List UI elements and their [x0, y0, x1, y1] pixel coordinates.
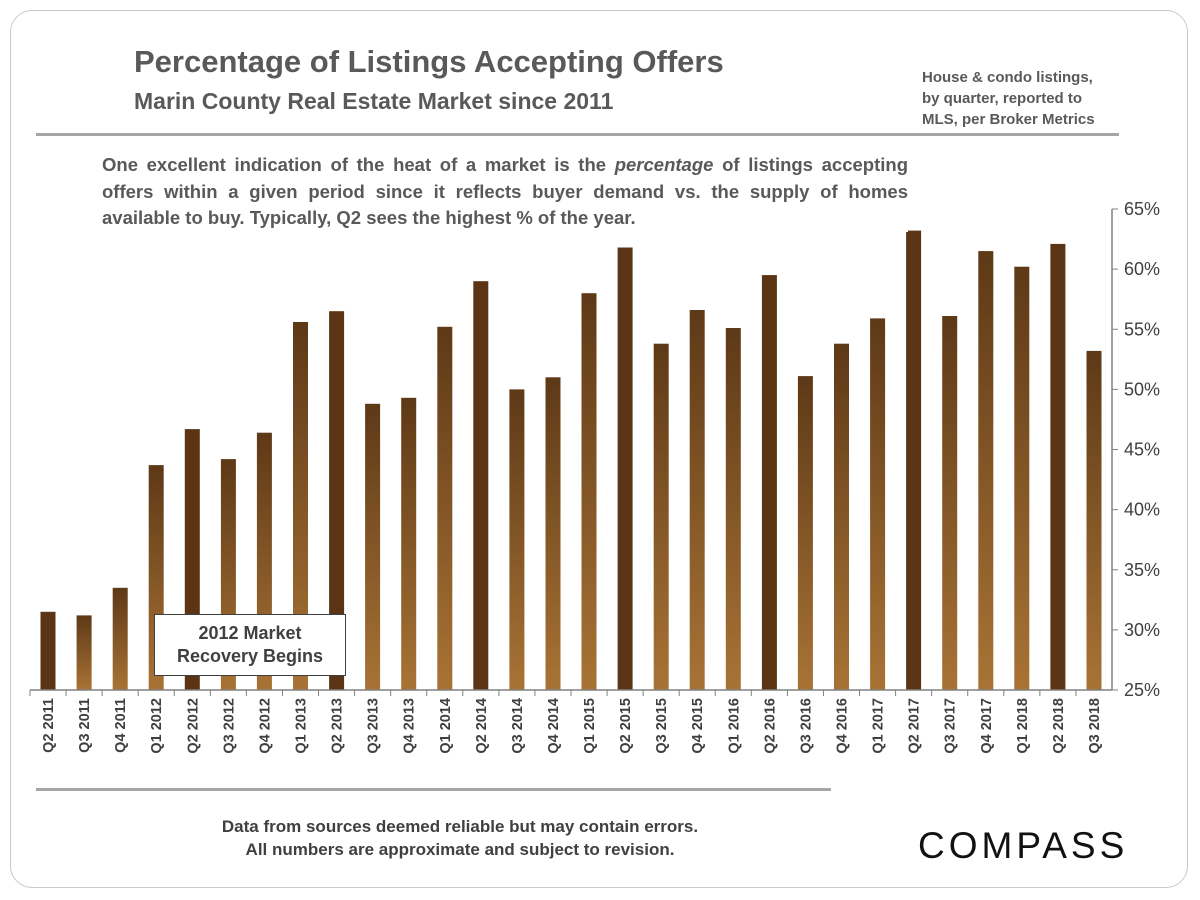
x-tick-label: Q2 2018 [1051, 698, 1067, 754]
y-axis: 25% 30% 35% 40% 45% 50% 55% 60% 65% [1111, 199, 1160, 700]
x-tick-label: Q4 2013 [402, 698, 418, 754]
description-emphasis: percentage [614, 154, 714, 175]
bar [689, 310, 705, 690]
x-tick-label: Q2 2015 [618, 698, 634, 754]
x-tick-label: Q2 2016 [762, 698, 778, 754]
bar [1086, 350, 1102, 690]
bar [725, 328, 741, 690]
x-tick-label: Q1 2015 [582, 698, 598, 754]
slide-frame [10, 10, 1188, 888]
x-tick-label: Q2 2011 [41, 698, 57, 753]
x-tick-label: Q3 2015 [654, 698, 670, 754]
chart-description: One excellent indication of the heat of … [102, 152, 908, 232]
x-axis: Q2 2011 Q3 2011 Q4 2011 Q1 2012 Q2 2012 Q3 20… [29, 689, 1112, 754]
x-tick-label: Q1 2018 [1015, 698, 1031, 754]
bar [365, 403, 381, 690]
x-tick-label: Q2 2013 [330, 698, 346, 754]
bar [761, 275, 777, 690]
source-note-line: by quarter, reported to [922, 90, 1083, 107]
annotation-line: Recovery Begins [176, 646, 324, 666]
source-note-line: House & condo listings, [922, 69, 1093, 86]
chart-title: Percentage of Listings Accepting Offers [134, 44, 724, 79]
bar [906, 230, 922, 690]
bar [545, 377, 561, 690]
source-note-line: MLS, per Broker Metrics [922, 111, 1095, 128]
x-tick-label: Q1 2017 [871, 698, 887, 754]
bar [653, 343, 669, 690]
x-tick-label: Q3 2011 [77, 698, 93, 753]
annotation-line: 2012 Market [198, 623, 302, 643]
x-tick-label: Q3 2014 [510, 698, 526, 754]
y-tick-label: 45% [1124, 440, 1160, 460]
compass-logo-text: COMPASS [918, 825, 1128, 866]
footer-divider [36, 788, 831, 791]
x-tick-label: Q4 2012 [257, 698, 273, 754]
bar [978, 251, 994, 690]
x-tick-label: Q2 2014 [474, 698, 490, 754]
x-tick-label: Q4 2014 [546, 698, 562, 754]
bar [581, 293, 597, 690]
y-tick-label: 35% [1124, 560, 1160, 580]
x-tick-label: Q1 2014 [438, 698, 454, 754]
bar [473, 281, 489, 690]
disclaimer: Data from sources deemed reliable but ma… [160, 815, 760, 861]
x-tick-label: Q3 2016 [798, 698, 814, 754]
x-tick-label: Q3 2017 [943, 698, 959, 754]
x-tick-label: Q1 2012 [149, 698, 165, 754]
bar [834, 343, 849, 690]
source-note: House & condo listings, by quarter, repo… [922, 67, 1122, 130]
x-tick-label: Q4 2015 [690, 698, 706, 754]
x-tick-label: Q4 2017 [979, 698, 995, 754]
y-tick-label: 25% [1124, 680, 1160, 700]
y-tick-label: 55% [1124, 319, 1160, 339]
disclaimer-line: All numbers are approximate and subject … [245, 840, 675, 859]
x-tick-label: Q2 2017 [907, 698, 923, 754]
bar [112, 587, 128, 690]
bar [617, 247, 633, 690]
x-tick-label: Q3 2013 [366, 698, 382, 754]
y-tick-label: 50% [1124, 379, 1160, 399]
x-tick-label: Q1 2016 [726, 698, 742, 754]
x-tick-label: Q2 2012 [185, 698, 201, 754]
bar [40, 611, 56, 690]
y-tick-label: 60% [1124, 259, 1160, 279]
bar [870, 318, 886, 690]
bar [797, 376, 813, 690]
bar [1014, 266, 1030, 690]
x-tick-label: Q3 2018 [1087, 698, 1103, 754]
header-divider [36, 133, 1119, 136]
description-text: One excellent indication of the heat of … [102, 154, 615, 175]
bar [509, 389, 525, 690]
bar [401, 397, 417, 690]
disclaimer-line: Data from sources deemed reliable but ma… [221, 817, 699, 836]
x-tick-label: Q4 2011 [113, 698, 129, 753]
y-tick-label: 40% [1124, 500, 1160, 520]
y-tick-label: 65% [1124, 199, 1160, 219]
x-tick-label: Q3 2012 [221, 698, 237, 754]
compass-logo: COMPASS [918, 825, 1128, 866]
x-tick-label: Q4 2016 [835, 698, 851, 754]
chart-subtitle: Marin County Real Estate Market since 20… [134, 88, 614, 114]
recovery-annotation: 2012 Market Recovery Begins [154, 614, 346, 676]
bar [293, 322, 308, 690]
bar [76, 615, 92, 690]
bar [942, 316, 958, 690]
x-tick-label: Q1 2013 [294, 698, 310, 754]
description-text: of listings accepting offers within a gi… [102, 154, 908, 228]
bar [1050, 243, 1066, 690]
bar [329, 311, 345, 690]
y-tick-label: 30% [1124, 620, 1160, 640]
bar [437, 326, 453, 690]
